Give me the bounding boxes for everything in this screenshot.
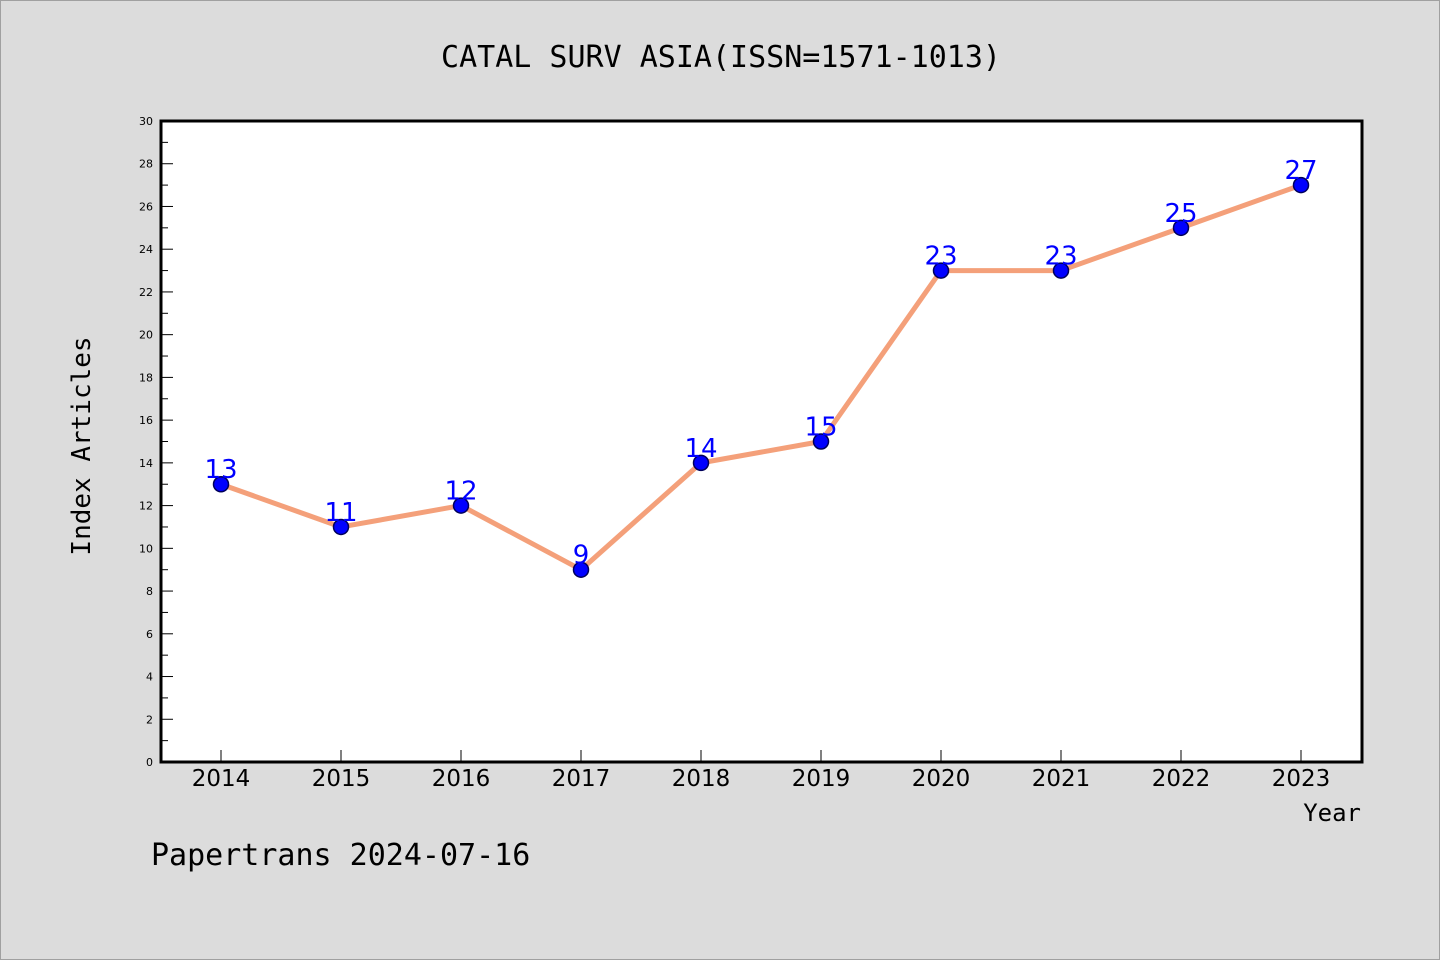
x-axis-label: Year [1303,799,1361,827]
data-label: 14 [684,434,717,464]
data-label: 9 [573,541,590,571]
x-tick-label: 2023 [1272,766,1331,792]
plot-area [159,119,1364,764]
data-label: 13 [204,455,237,485]
y-tick-label: 6 [146,628,153,641]
data-label: 12 [444,477,477,507]
y-tick-label: 0 [146,756,153,769]
data-point [812,433,830,450]
x-tick-label: 2019 [792,766,851,792]
y-tick-label: 4 [146,671,153,684]
y-tick-label: 18 [139,371,153,384]
y-tick-label: 26 [139,200,153,213]
data-point [1172,219,1190,237]
data-point [692,454,710,472]
data-label: 27 [1284,156,1317,186]
data-label: 25 [1164,199,1197,229]
x-tick-label: 2017 [552,766,611,792]
data-label: 11 [324,498,357,528]
x-tick-label: 2022 [1152,766,1211,792]
y-tick-label: 28 [139,158,153,171]
y-tick-label: 14 [139,457,153,470]
data-point [212,475,230,493]
series-line [218,182,1304,573]
chart-title: CATAL SURV ASIA(ISSN=1571-1013) [441,40,1001,75]
x-tick-label: 2016 [432,766,491,792]
x-axis-ticks: 2014 2015 2016 2017 2018 2019 2020 2021 2022 2023 [192,750,1331,792]
data-label: 23 [1044,242,1077,272]
footer-text: Papertrans 2024-07-16 [151,838,530,873]
data-point [1052,262,1070,279]
data-point [332,518,350,536]
y-tick-label: 16 [139,414,153,427]
data-label: 15 [804,413,837,443]
y-axis-label: Index Articles [67,336,97,555]
series-layer: 13 11 12 9 14 15 23 23 25 27 [204,156,1318,578]
data-point [572,561,590,578]
y-tick-label: 20 [139,329,153,342]
data-label: 23 [924,242,957,272]
x-tick-label: 2020 [912,766,971,792]
y-tick-label: 2 [146,713,153,726]
y-tick-label: 24 [139,243,153,256]
y-tick-label: 10 [139,542,153,555]
y-tick-label: 22 [139,286,153,299]
data-point [452,497,470,514]
x-tick-label: 2018 [672,766,731,792]
data-point [932,262,950,279]
y-tick-label: 12 [139,500,153,513]
y-tick-label: 8 [146,585,153,598]
x-tick-label: 2021 [1032,766,1091,792]
x-tick-label: 2014 [192,766,251,792]
x-tick-label: 2015 [312,766,371,792]
y-tick-label: 30 [139,115,153,128]
data-point [1292,176,1310,194]
